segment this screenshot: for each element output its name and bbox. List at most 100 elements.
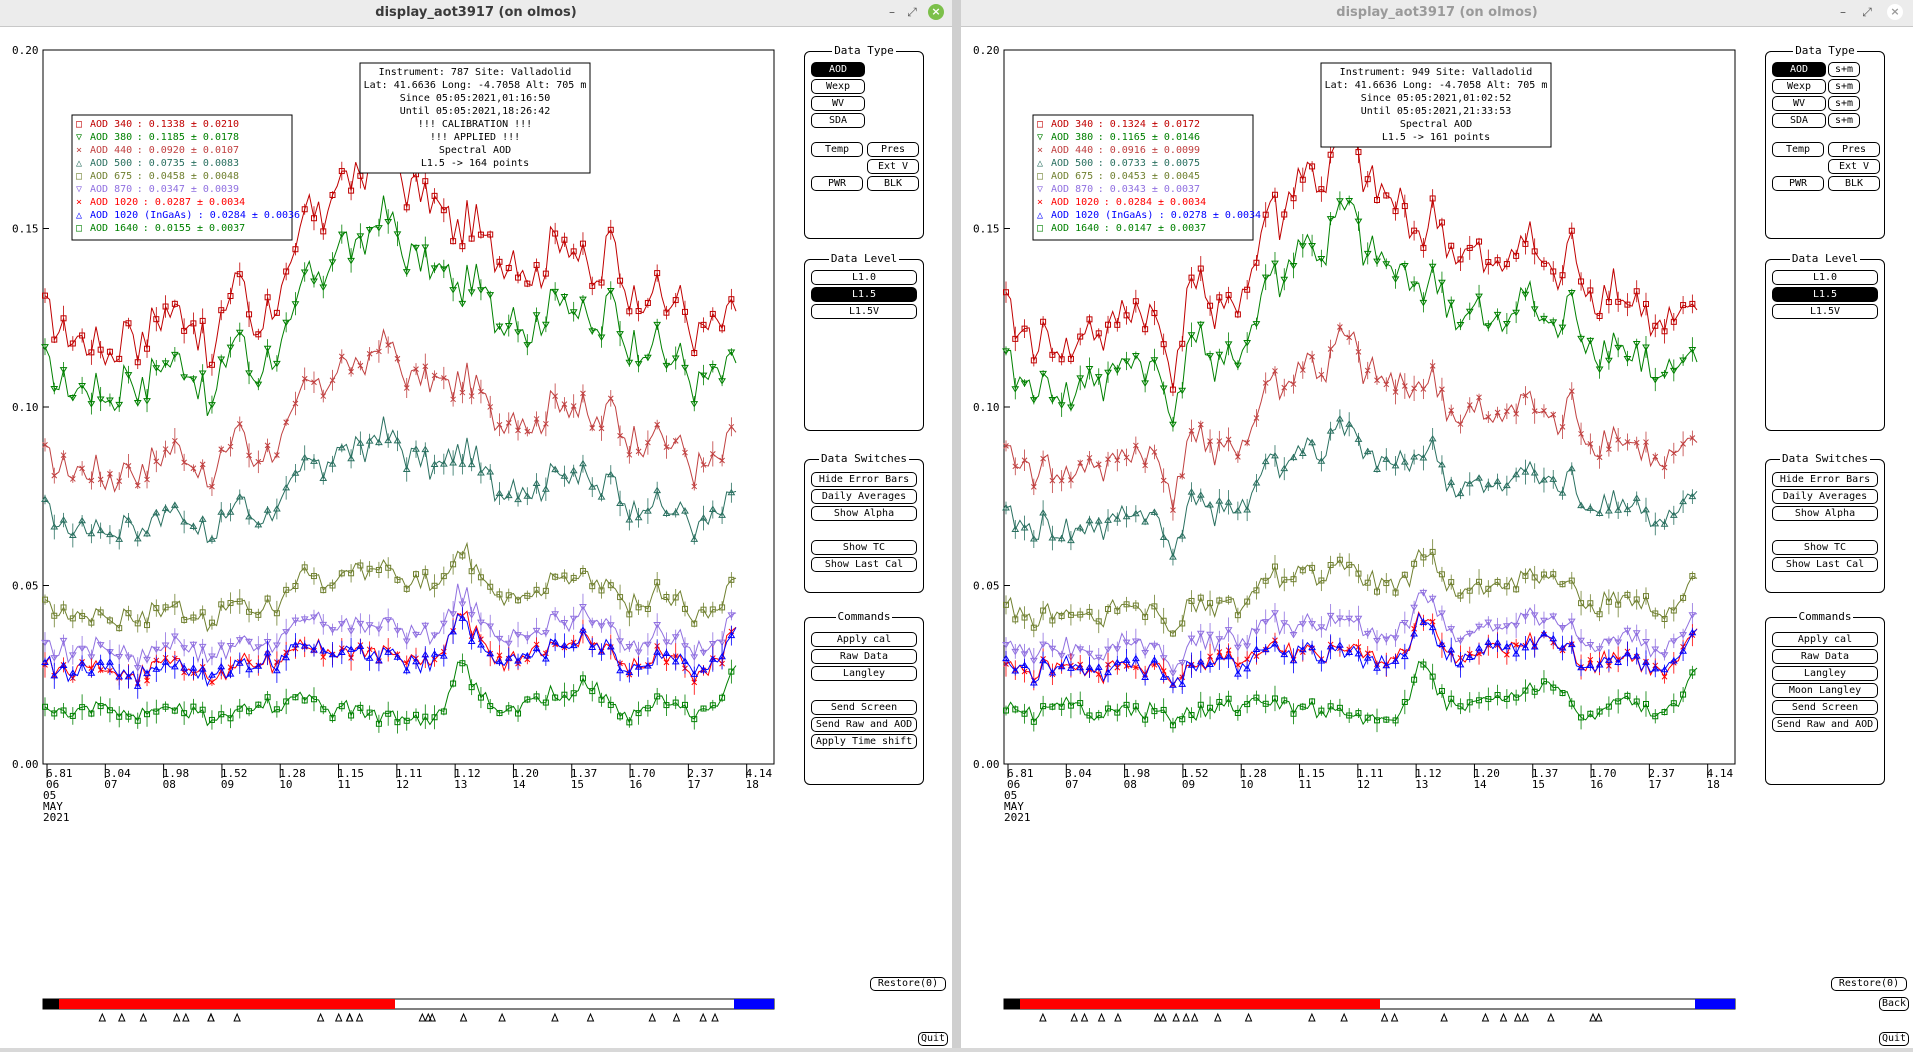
button-blk[interactable]: BLK: [867, 176, 919, 191]
button-s-m[interactable]: s+m: [1828, 62, 1860, 77]
button-show-last-cal[interactable]: Show Last Cal: [1772, 557, 1878, 572]
button-temp[interactable]: Temp: [811, 142, 863, 157]
button-wv[interactable]: WV: [811, 96, 865, 111]
event-marker: [1594, 1012, 1603, 1022]
button-send-raw-and-aod[interactable]: Send Raw and AOD: [811, 717, 917, 732]
legend-box: [71, 114, 293, 241]
button-send-screen[interactable]: Send Screen: [811, 700, 917, 715]
button-send-raw-and-aod[interactable]: Send Raw and AOD: [1772, 717, 1878, 732]
button-blk[interactable]: BLK: [1828, 176, 1880, 191]
restore-button[interactable]: Restore(0): [1831, 977, 1907, 991]
data-point: [532, 312, 541, 319]
button-ext-v[interactable]: Ext V: [867, 159, 919, 174]
data-point: [523, 342, 532, 349]
maximize-icon[interactable]: ⤢: [1862, 5, 1872, 19]
data-point: [1216, 438, 1223, 444]
title-bar[interactable]: display_aot3917 (on olmos) – ⤢ ×: [0, 0, 952, 27]
button-apply-cal[interactable]: Apply cal: [1772, 632, 1878, 647]
data-point: [301, 375, 308, 382]
legend-marker: ×: [76, 145, 82, 156]
button-show-alpha[interactable]: Show Alpha: [1772, 506, 1878, 521]
button-pwr[interactable]: PWR: [811, 176, 863, 191]
button-ext-v[interactable]: Ext V: [1828, 159, 1880, 174]
button-l1-5v[interactable]: L1.5V: [811, 304, 917, 319]
quit-button[interactable]: Quit: [918, 1032, 948, 1046]
button-l1-0[interactable]: L1.0: [1772, 270, 1878, 285]
data-point: [208, 361, 215, 368]
data-point: [589, 688, 596, 695]
data-point: [1104, 668, 1112, 676]
button-l1-5[interactable]: L1.5: [1772, 287, 1878, 302]
data-point: [68, 652, 77, 659]
data-point: [514, 495, 522, 503]
data-point: [1476, 238, 1483, 245]
data-point: [365, 437, 374, 444]
maximize-icon[interactable]: ⤢: [907, 5, 917, 19]
button-pwr[interactable]: PWR: [1772, 176, 1824, 191]
button-hide-error-bars[interactable]: Hide Error Bars: [1772, 472, 1878, 487]
button-aod[interactable]: AOD: [1772, 62, 1826, 77]
button-show-tc[interactable]: Show TC: [811, 540, 917, 555]
button-moon-langley[interactable]: Moon Langley: [1772, 683, 1878, 698]
button-daily-averages[interactable]: Daily Averages: [1772, 489, 1878, 504]
button-show-tc[interactable]: Show TC: [1772, 540, 1878, 555]
button-apply-cal[interactable]: Apply cal: [811, 632, 917, 647]
data-point: [505, 592, 512, 599]
data-point: [671, 634, 680, 641]
button-hide-error-bars[interactable]: Hide Error Bars: [811, 472, 917, 487]
button-s-m[interactable]: s+m: [1828, 96, 1860, 111]
button-pres[interactable]: Pres: [1828, 142, 1880, 157]
quit-button[interactable]: Quit: [1879, 1032, 1909, 1046]
data-point: [1067, 664, 1075, 671]
button-langley[interactable]: Langley: [811, 666, 917, 681]
data-point: [709, 606, 716, 613]
data-point: [384, 617, 393, 624]
data-point: [1364, 367, 1371, 374]
close-icon[interactable]: ×: [1887, 4, 1903, 20]
title-bar[interactable]: display_aot3917 (on olmos) – ⤢ ×: [961, 0, 1913, 27]
minimize-icon[interactable]: –: [1840, 5, 1846, 19]
button-l1-5v[interactable]: L1.5V: [1772, 304, 1878, 319]
close-icon[interactable]: ×: [928, 4, 944, 20]
button-sda[interactable]: SDA: [1772, 113, 1826, 128]
button-daily-averages[interactable]: Daily Averages: [811, 489, 917, 504]
data-point: [532, 627, 541, 635]
data-point: [1077, 333, 1084, 340]
data-point: [1577, 637, 1585, 645]
button-pres[interactable]: Pres: [867, 142, 919, 157]
button-wexp[interactable]: Wexp: [811, 79, 865, 94]
x-tick-label: 16: [1590, 778, 1603, 791]
legend-marker: □: [76, 119, 82, 130]
button-raw-data[interactable]: Raw Data: [1772, 649, 1878, 664]
button-l1-0[interactable]: L1.0: [811, 270, 917, 285]
legend-label: AOD 340: [90, 119, 132, 130]
button-apply-time-shift[interactable]: Apply Time shift: [811, 734, 917, 749]
data-point: [1105, 705, 1112, 712]
button-wv[interactable]: WV: [1772, 96, 1826, 111]
button-aod[interactable]: AOD: [811, 62, 865, 77]
button-l1-5[interactable]: L1.5: [811, 287, 917, 302]
button-s-m[interactable]: s+m: [1828, 113, 1860, 128]
button-raw-data[interactable]: Raw Data: [811, 649, 917, 664]
data-point: [1216, 698, 1223, 705]
button-show-alpha[interactable]: Show Alpha: [811, 506, 917, 521]
data-point: [291, 640, 300, 648]
minimize-icon[interactable]: –: [889, 5, 895, 19]
button-sda[interactable]: SDA: [811, 113, 865, 128]
restore-button[interactable]: Restore(0): [870, 977, 946, 991]
data-point: [328, 650, 337, 658]
panel-title: Data Level: [1789, 252, 1861, 265]
button-show-last-cal[interactable]: Show Last Cal: [811, 557, 917, 572]
button-temp[interactable]: Temp: [1772, 142, 1824, 157]
back-button[interactable]: Back: [1879, 997, 1909, 1011]
button-wexp[interactable]: Wexp: [1772, 79, 1826, 94]
data-point: [1271, 191, 1278, 198]
data-point: [301, 697, 308, 704]
button-send-screen[interactable]: Send Screen: [1772, 700, 1878, 715]
button-s-m[interactable]: s+m: [1828, 79, 1860, 94]
data-point: [1586, 641, 1595, 649]
button-langley[interactable]: Langley: [1772, 666, 1878, 681]
data-point: [524, 280, 531, 287]
